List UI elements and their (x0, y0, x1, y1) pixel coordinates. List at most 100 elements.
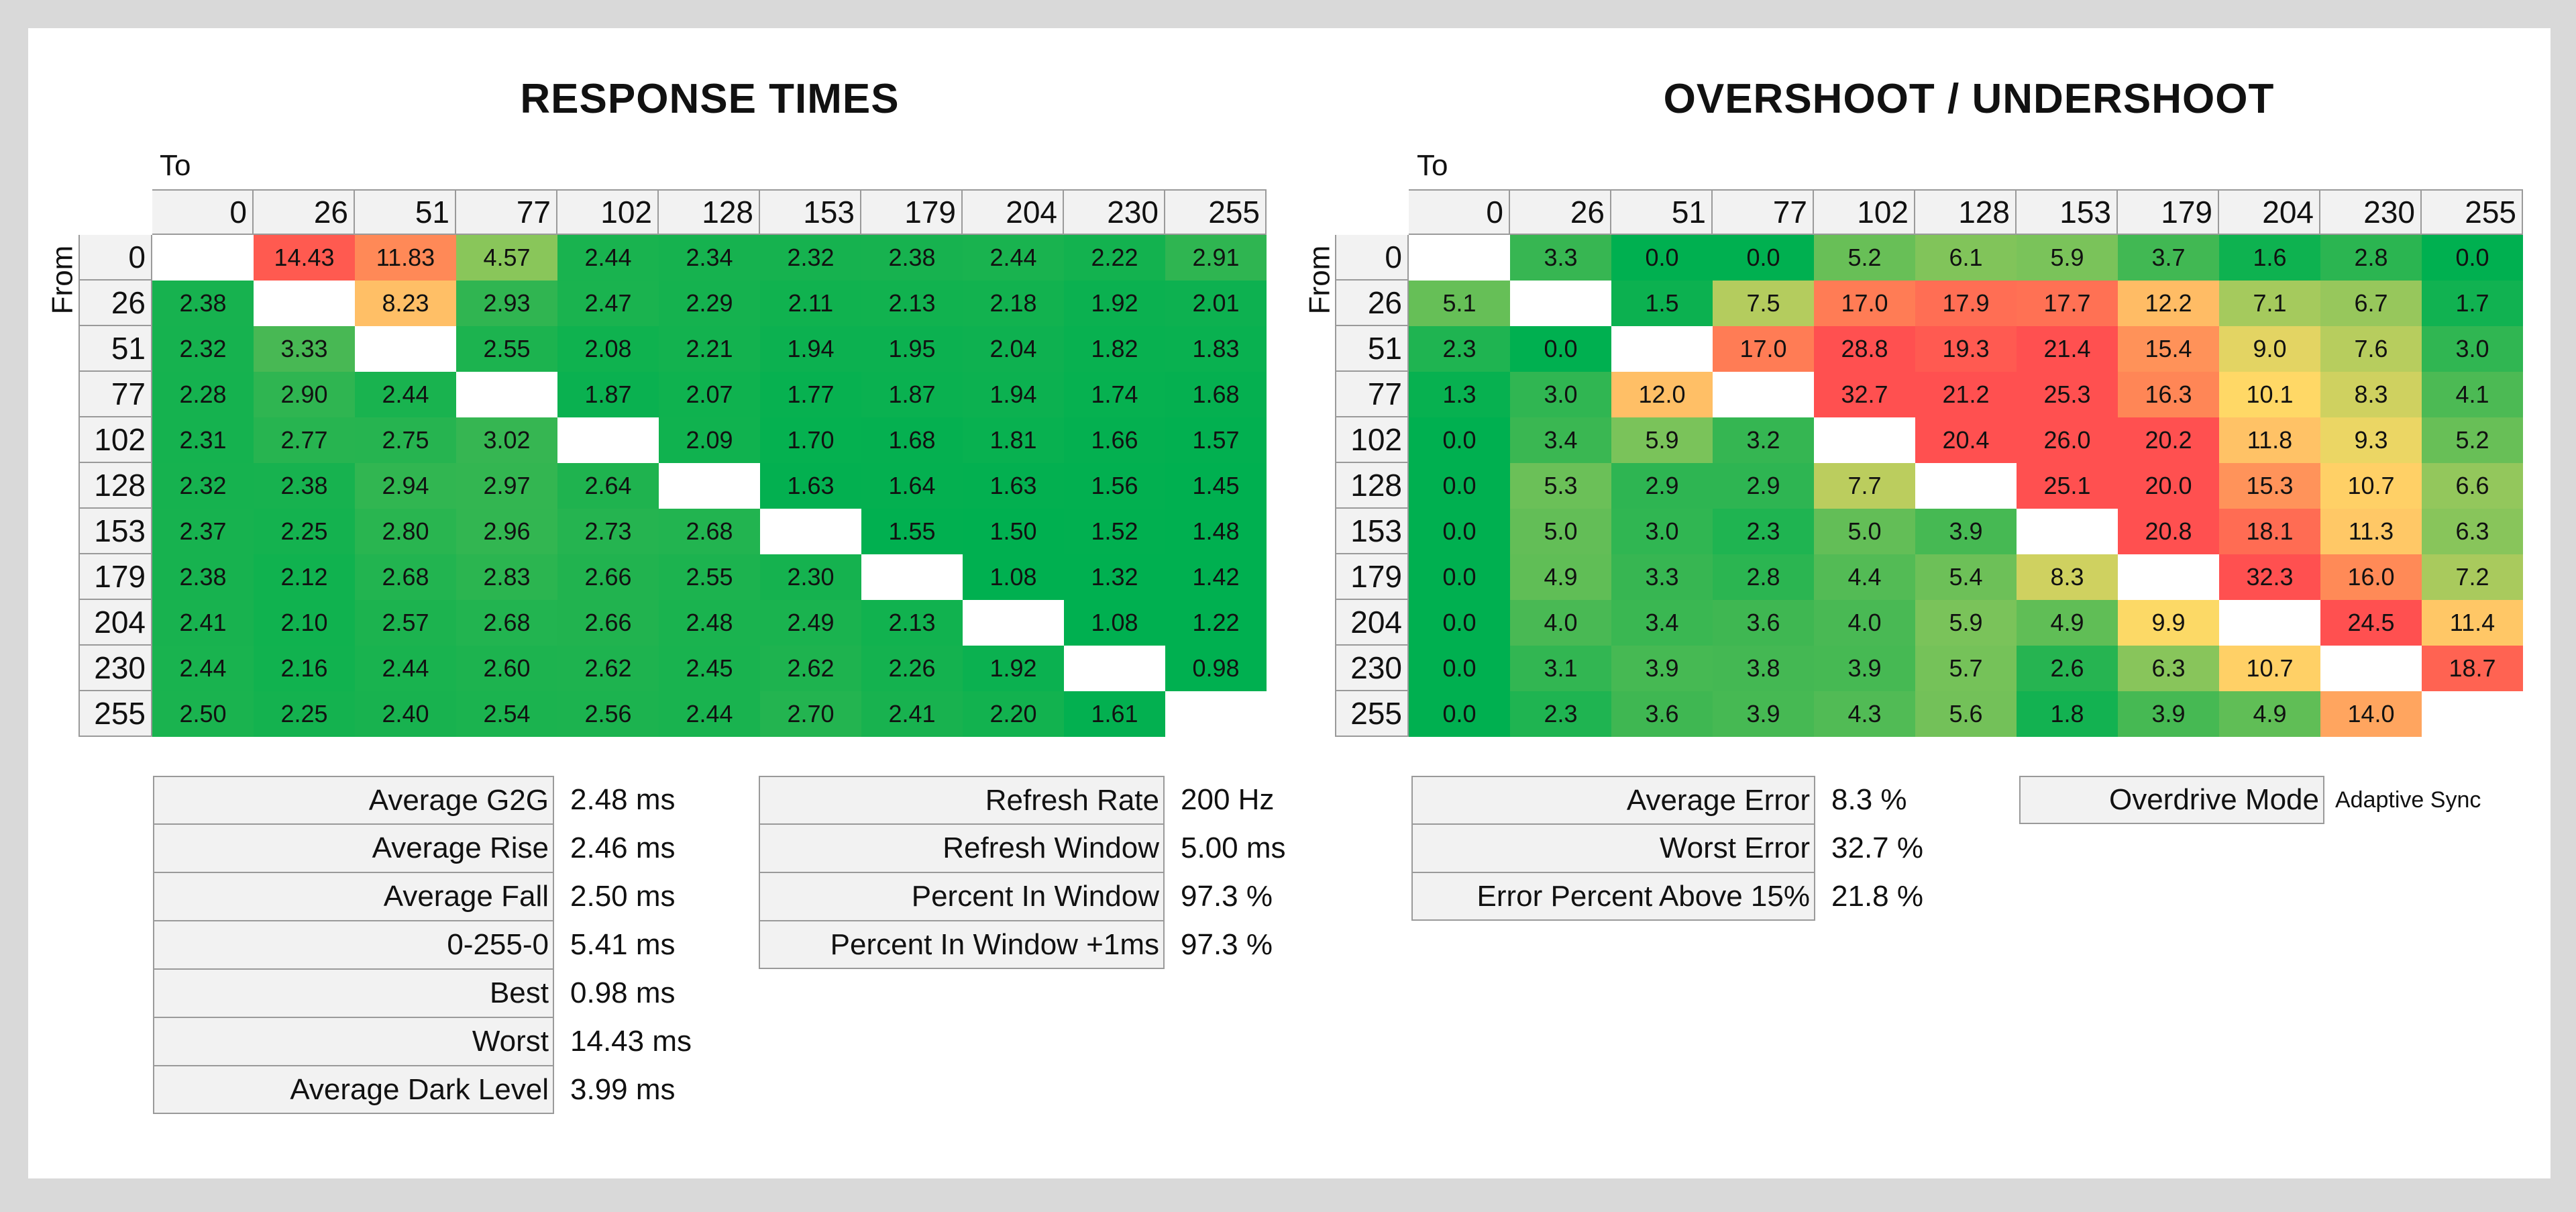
rt-stat-value: 2.48 ms (570, 783, 676, 816)
os-cell-0-179: 3.7 (2118, 235, 2219, 281)
os-cell-102-255: 5.2 (2422, 417, 2523, 463)
rt-cell-230-230 (1064, 646, 1165, 691)
os-cell-102-153: 26.0 (2017, 417, 2118, 463)
os-cell-77-204: 10.1 (2219, 372, 2320, 417)
rt-cell-51-0: 2.32 (152, 326, 254, 372)
response-time-stats: Average G2G 2.48 ms Average Rise 2.46 ms Ave… (153, 776, 692, 1114)
rt-stat-value: 0.98 ms (570, 976, 676, 1009)
rt-cell-51-179: 1.95 (861, 326, 963, 372)
os-cell-204-102: 4.0 (1814, 600, 1915, 646)
rt-cell-128-26: 2.38 (254, 463, 355, 509)
rt-cell-0-77: 4.57 (456, 235, 557, 281)
os-cell-77-153: 25.3 (2017, 372, 2118, 417)
rt-stat-row: Worst 14.43 ms (153, 1017, 692, 1066)
rt-cell-179-153: 2.30 (760, 554, 861, 600)
rt-cell-26-51: 8.23 (355, 281, 456, 326)
os-cell-179-230: 16.0 (2320, 554, 2422, 600)
rt-cell-0-0 (152, 235, 254, 281)
os-cell-153-128: 3.9 (1915, 509, 2017, 554)
refresh-stat-row: Refresh Rate 200 Hz (759, 776, 1286, 824)
rt-cell-51-102: 2.08 (557, 326, 659, 372)
rt-cell-26-153: 2.11 (760, 281, 861, 326)
rt-cell-128-204: 1.63 (963, 463, 1064, 509)
rt-cell-26-0: 2.38 (152, 281, 254, 326)
os-cell-0-230: 2.8 (2320, 235, 2422, 281)
os-cell-153-51: 3.0 (1611, 509, 1713, 554)
rt-cell-255-128: 2.44 (659, 691, 760, 737)
os-cell-230-179: 6.3 (2118, 646, 2219, 691)
rt-row-header-128: 128 (78, 463, 152, 509)
os-col-header-77: 77 (1713, 189, 1814, 235)
error-stat-label: Average Error (1411, 776, 1815, 824)
os-row-header-230: 230 (1335, 646, 1409, 691)
rt-cell-102-230: 1.66 (1064, 417, 1165, 463)
rt-cell-51-128: 2.21 (659, 326, 760, 372)
os-cell-128-51: 2.9 (1611, 463, 1713, 509)
rt-cell-204-77: 2.68 (456, 600, 557, 646)
rt-stat-value: 3.99 ms (570, 1073, 676, 1106)
rt-cell-51-153: 1.94 (760, 326, 861, 372)
os-from-label: From (1303, 245, 1336, 315)
os-cell-51-128: 19.3 (1915, 326, 2017, 372)
rt-cell-230-204: 1.92 (963, 646, 1064, 691)
rt-stat-row: Average Dark Level 3.99 ms (153, 1066, 692, 1114)
os-cell-102-26: 3.4 (1510, 417, 1611, 463)
rt-stat-row: Average G2G 2.48 ms (153, 776, 692, 824)
rt-cell-230-0: 2.44 (152, 646, 254, 691)
rt-row-header-102: 102 (78, 417, 152, 463)
response-times-title: RESPONSE TIMES (520, 76, 900, 122)
os-cell-51-102: 28.8 (1814, 326, 1915, 372)
os-cell-179-179 (2118, 554, 2219, 600)
os-row-header-128: 128 (1335, 463, 1409, 509)
rt-cell-0-102: 2.44 (557, 235, 659, 281)
rt-cell-255-179: 2.41 (861, 691, 963, 737)
os-cell-153-77: 2.3 (1713, 509, 1814, 554)
rt-col-header-51: 51 (355, 189, 456, 235)
os-cell-102-230: 9.3 (2320, 417, 2422, 463)
os-cell-26-77: 7.5 (1713, 281, 1814, 326)
refresh-stat-label: Refresh Window (759, 824, 1165, 872)
rt-row-header-0: 0 (78, 235, 152, 281)
os-cell-255-0: 0.0 (1409, 691, 1510, 737)
os-cell-102-204: 11.8 (2219, 417, 2320, 463)
os-col-header-204: 204 (2219, 189, 2320, 235)
rt-col-header-128: 128 (659, 189, 760, 235)
refresh-stat-value: 97.3 % (1181, 880, 1273, 913)
rt-cell-0-255: 2.91 (1165, 235, 1267, 281)
error-stat-label: Worst Error (1411, 824, 1815, 872)
rt-cell-255-77: 2.54 (456, 691, 557, 737)
rt-cell-77-77 (456, 372, 557, 417)
os-cell-128-102: 7.7 (1814, 463, 1915, 509)
error-stat-value: 21.8 % (1831, 880, 1923, 913)
rt-cell-204-230: 1.08 (1064, 600, 1165, 646)
os-cell-153-230: 11.3 (2320, 509, 2422, 554)
os-row-header-77: 77 (1335, 372, 1409, 417)
os-cell-77-102: 32.7 (1814, 372, 1915, 417)
rt-cell-102-255: 1.57 (1165, 417, 1267, 463)
refresh-stat-label: Percent In Window (759, 872, 1165, 921)
os-cell-230-77: 3.8 (1713, 646, 1814, 691)
rt-cell-26-255: 2.01 (1165, 281, 1267, 326)
rt-cell-102-51: 2.75 (355, 417, 456, 463)
os-cell-179-255: 7.2 (2422, 554, 2523, 600)
os-cell-0-128: 6.1 (1915, 235, 2017, 281)
rt-cell-0-51: 11.83 (355, 235, 456, 281)
error-stat-row: Error Percent Above 15% 21.8 % (1411, 872, 1923, 921)
rt-cell-77-51: 2.44 (355, 372, 456, 417)
os-col-header-102: 102 (1814, 189, 1915, 235)
os-cell-26-179: 12.2 (2118, 281, 2219, 326)
os-cell-51-77: 17.0 (1713, 326, 1814, 372)
overdrive-label: Overdrive Mode (2019, 776, 2324, 824)
os-cell-255-102: 4.3 (1814, 691, 1915, 737)
rt-row-header-204: 204 (78, 600, 152, 646)
os-cell-204-128: 5.9 (1915, 600, 2017, 646)
rt-cell-153-230: 1.52 (1064, 509, 1165, 554)
os-cell-77-230: 8.3 (2320, 372, 2422, 417)
os-cell-128-153: 25.1 (2017, 463, 2118, 509)
rt-stat-label: Best (153, 969, 554, 1017)
rt-col-header-0: 0 (152, 189, 254, 235)
os-col-header-255: 255 (2422, 189, 2523, 235)
os-cell-77-77 (1713, 372, 1814, 417)
os-cell-153-204: 18.1 (2219, 509, 2320, 554)
os-row-header-179: 179 (1335, 554, 1409, 600)
